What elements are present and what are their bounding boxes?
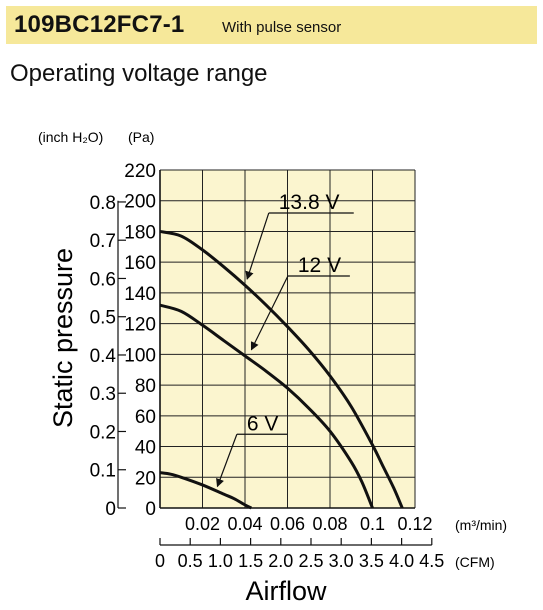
y-tick-label-inch: 0.1 bbox=[90, 461, 116, 482]
x-unit-cfm: (CFM) bbox=[455, 554, 495, 570]
x-tick-label: 0.06 bbox=[270, 514, 305, 534]
cfm-tick-label: 4.5 bbox=[419, 551, 444, 571]
model-number: 109BC12FC7-1 bbox=[14, 11, 185, 38]
section-title: Operating voltage range bbox=[10, 60, 268, 87]
cfm-tick-label: 1.5 bbox=[238, 551, 263, 571]
series-label: 13.8 V bbox=[279, 191, 340, 214]
y-tick-label-pa: 180 bbox=[124, 222, 156, 243]
y-tick-label-inch: 0.5 bbox=[90, 308, 116, 329]
y-tick-label-pa: 140 bbox=[124, 284, 156, 305]
annotations: 13.8 V 12 V 6 V bbox=[216, 191, 354, 488]
series-line bbox=[159, 303, 374, 509]
series-lines bbox=[159, 229, 404, 510]
y-tick-label-pa: 120 bbox=[124, 315, 156, 336]
y-tick-label-pa: 40 bbox=[135, 438, 156, 459]
x-tick-label: 0.1 bbox=[360, 514, 385, 534]
cfm-tick-label: 1.0 bbox=[208, 551, 233, 571]
axis-labels: (inch H₂O) (Pa) Static pressure (m³/min) (CF… bbox=[38, 129, 507, 606]
y-tick-label-inch: 0.8 bbox=[90, 193, 116, 214]
label-arrow bbox=[245, 212, 270, 280]
cfm-tick-label: 3.5 bbox=[359, 551, 384, 571]
y-unit-inch: (inch H₂O) bbox=[38, 129, 103, 145]
y-tick-label-pa: 100 bbox=[124, 345, 156, 366]
series-line bbox=[159, 229, 404, 509]
label-arrow bbox=[250, 275, 289, 351]
y-unit-pa: (Pa) bbox=[128, 129, 154, 145]
y-tick-label-pa: 0 bbox=[145, 499, 156, 520]
y-tick-label-inch: 0.3 bbox=[90, 384, 116, 405]
cfm-tick-label: 4.0 bbox=[389, 551, 414, 571]
grid bbox=[160, 169, 416, 508]
y-tick-label-inch: 0 bbox=[105, 499, 116, 520]
series-label: 6 V bbox=[247, 412, 279, 435]
x-tick-label: 0.02 bbox=[185, 514, 220, 534]
y-tick-label-inch: 0.7 bbox=[90, 231, 116, 252]
series-line bbox=[159, 471, 253, 510]
cfm-tick-label: 3.0 bbox=[329, 551, 354, 571]
x-tick-label: 0.12 bbox=[397, 514, 432, 534]
series-label: 12 V bbox=[298, 254, 341, 277]
y-tick-label-pa: 160 bbox=[124, 253, 156, 274]
y-tick-label-inch: 0.6 bbox=[90, 269, 116, 290]
cfm-tick-label: 2.5 bbox=[298, 551, 323, 571]
model-subtitle: With pulse sensor bbox=[222, 19, 342, 36]
y-tick-label-pa: 200 bbox=[124, 192, 156, 213]
x-axis-title: Airflow bbox=[245, 576, 327, 606]
y-tick-label-pa: 20 bbox=[135, 468, 156, 489]
cfm-tick-label: 0.5 bbox=[178, 551, 203, 571]
y-tick-label-pa: 80 bbox=[135, 376, 156, 397]
label-arrow bbox=[216, 434, 238, 488]
y-tick-label-inch: 0.2 bbox=[90, 422, 116, 443]
x-unit-m3: (m³/min) bbox=[455, 517, 507, 533]
y-tick-label-pa: 60 bbox=[135, 407, 156, 428]
y-tick-label-inch: 0.4 bbox=[90, 346, 117, 367]
model-header: 109BC12FC7-1 With pulse sensor bbox=[6, 6, 537, 44]
y-tick-label-pa: 220 bbox=[124, 161, 156, 182]
tick-labels: 0 20 40 60 80 100 120 140 160 180 200 220 0 0.1 0.2 0.3… bbox=[90, 161, 445, 571]
cfm-tick-label: 0 bbox=[155, 551, 165, 571]
y-axis-title: Static pressure bbox=[48, 248, 78, 428]
x-tick-label: 0.04 bbox=[227, 514, 262, 534]
cfm-tick-label: 2.0 bbox=[268, 551, 293, 571]
x-tick-label: 0.08 bbox=[312, 514, 347, 534]
